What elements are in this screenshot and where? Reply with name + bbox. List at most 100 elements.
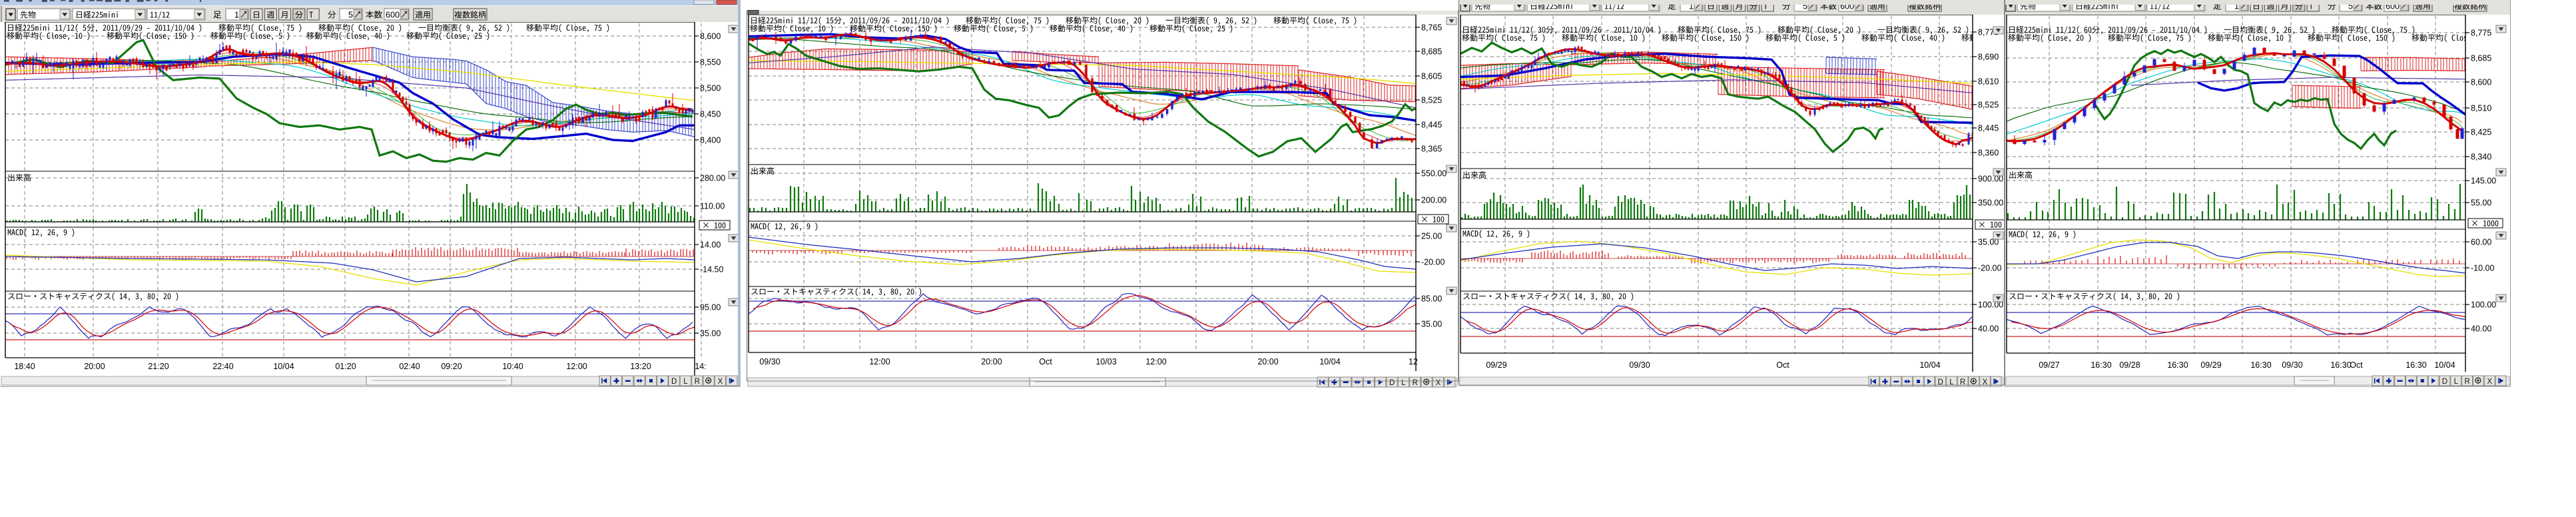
- svg-text:8,360: 8,360: [1978, 149, 1999, 158]
- svg-text:10/04: 10/04: [2434, 360, 2455, 370]
- svg-text:900.00: 900.00: [1978, 175, 2003, 184]
- svg-text:200.00: 200.00: [1421, 196, 1447, 205]
- svg-text:-20.00: -20.00: [1978, 264, 2001, 273]
- svg-text:8,605: 8,605: [1421, 72, 1442, 81]
- svg-text:14.00: 14.00: [700, 241, 721, 250]
- svg-text:09/29: 09/29: [1486, 360, 1506, 370]
- svg-text:40.00: 40.00: [1978, 324, 1999, 334]
- svg-text:22:40: 22:40: [212, 362, 233, 371]
- svg-text:L: L: [1401, 379, 1406, 387]
- svg-text:D: D: [2442, 378, 2447, 386]
- svg-text:60.00: 60.00: [2471, 238, 2491, 247]
- svg-text:-20.00: -20.00: [1421, 258, 1445, 267]
- svg-text:8,425: 8,425: [2471, 128, 2491, 137]
- svg-text:1: 1: [1689, 2, 1694, 11]
- svg-text:D: D: [1938, 378, 1943, 386]
- svg-text:X: X: [718, 378, 723, 386]
- svg-text:5: 5: [2348, 2, 2353, 11]
- svg-text:21:20: 21:20: [148, 362, 168, 371]
- svg-text:8,445: 8,445: [1978, 124, 1999, 133]
- svg-text:8,685: 8,685: [2471, 54, 2491, 63]
- svg-text:16:30: 16:30: [2091, 360, 2111, 370]
- svg-text:Oct: Oct: [1776, 360, 1789, 370]
- svg-text:55.00: 55.00: [2471, 199, 2491, 208]
- svg-text:D: D: [1389, 379, 1395, 387]
- svg-text:10/04: 10/04: [1919, 360, 1940, 370]
- svg-text:09/30: 09/30: [2282, 360, 2302, 370]
- svg-text:35.00: 35.00: [1978, 238, 1999, 247]
- svg-text:20:00: 20:00: [1257, 357, 1278, 366]
- svg-text:110.00: 110.00: [700, 202, 725, 211]
- svg-text:8,690: 8,690: [1978, 53, 1999, 62]
- svg-text:10/04: 10/04: [273, 362, 294, 371]
- svg-text:8,365: 8,365: [1421, 145, 1442, 154]
- svg-text:8,775: 8,775: [2471, 29, 2491, 38]
- svg-text:85.00: 85.00: [1421, 294, 1442, 304]
- svg-text:14:: 14:: [695, 362, 706, 371]
- svg-text:35.00: 35.00: [1421, 320, 1442, 329]
- svg-text:8,525: 8,525: [1421, 96, 1442, 105]
- svg-text:8,600: 8,600: [700, 32, 721, 41]
- svg-text:10/03: 10/03: [1096, 357, 1116, 366]
- svg-text:8,550: 8,550: [700, 58, 721, 67]
- svg-text:09/30: 09/30: [1629, 360, 1650, 370]
- svg-text:L: L: [1949, 378, 1954, 386]
- svg-text:8,765: 8,765: [1421, 23, 1442, 33]
- svg-text:Oct: Oct: [2350, 360, 2363, 370]
- svg-text:R: R: [2464, 378, 2469, 386]
- svg-text:Oct: Oct: [1039, 357, 1052, 366]
- svg-text:02:40: 02:40: [399, 362, 420, 371]
- svg-text:35.00: 35.00: [700, 329, 721, 338]
- svg-text:600: 600: [386, 11, 400, 20]
- svg-text:16:30: 16:30: [2330, 360, 2351, 370]
- svg-text:16:30: 16:30: [2250, 360, 2271, 370]
- svg-text:25.00: 25.00: [1421, 232, 1442, 241]
- svg-text:550.00: 550.00: [1421, 169, 1447, 179]
- svg-text:X: X: [2487, 378, 2492, 386]
- svg-text:R: R: [695, 378, 700, 386]
- svg-text:09/28: 09/28: [2119, 360, 2140, 370]
- svg-text:5: 5: [1803, 2, 1807, 11]
- svg-text:16:30: 16:30: [2406, 360, 2426, 370]
- svg-text:40.00: 40.00: [2471, 324, 2491, 334]
- svg-text:8,610: 8,610: [1978, 77, 1999, 87]
- svg-text:8,525: 8,525: [1978, 101, 1999, 110]
- svg-text:8,450: 8,450: [700, 110, 721, 119]
- svg-text:X: X: [1436, 379, 1441, 387]
- svg-text:R: R: [1413, 379, 1418, 387]
- svg-text:20:00: 20:00: [981, 357, 1002, 366]
- svg-text:01:20: 01:20: [335, 362, 356, 371]
- svg-text:D: D: [671, 378, 677, 386]
- svg-text:8,445: 8,445: [1421, 121, 1442, 130]
- svg-text:12:00: 12:00: [1145, 357, 1166, 366]
- svg-text:95.00: 95.00: [700, 303, 721, 312]
- svg-text:R: R: [1960, 378, 1965, 386]
- svg-text:8,340: 8,340: [2471, 153, 2491, 162]
- svg-text:12:00: 12:00: [869, 357, 890, 366]
- svg-text:10/04: 10/04: [1319, 357, 1340, 366]
- svg-text:09:20: 09:20: [441, 362, 462, 371]
- svg-text:18:40: 18:40: [14, 362, 35, 371]
- svg-text:350.00: 350.00: [1978, 199, 2003, 208]
- svg-text:L: L: [683, 378, 688, 386]
- svg-text:L: L: [2454, 378, 2459, 386]
- svg-text:1: 1: [234, 11, 239, 20]
- svg-text:8,685: 8,685: [1421, 47, 1442, 57]
- svg-text:09/29: 09/29: [2200, 360, 2221, 370]
- svg-text:13:20: 13:20: [630, 362, 651, 371]
- svg-text:8,600: 8,600: [2471, 78, 2491, 87]
- svg-text:09/27: 09/27: [2039, 360, 2059, 370]
- svg-text:8,500: 8,500: [700, 84, 721, 93]
- svg-text:8,510: 8,510: [2471, 104, 2491, 113]
- svg-text:-10.00: -10.00: [2471, 264, 2494, 273]
- svg-text:100.00: 100.00: [2471, 300, 2496, 310]
- svg-text:09/30: 09/30: [759, 357, 780, 366]
- svg-text:10:40: 10:40: [502, 362, 523, 371]
- svg-text:100.00: 100.00: [1978, 300, 2003, 310]
- svg-text:5: 5: [348, 11, 353, 20]
- svg-text:20:00: 20:00: [84, 362, 105, 371]
- svg-text:145.00: 145.00: [2471, 177, 2496, 186]
- svg-text:1: 1: [2234, 2, 2239, 11]
- svg-text:X: X: [1983, 378, 1988, 386]
- svg-text:280.00: 280.00: [700, 174, 725, 183]
